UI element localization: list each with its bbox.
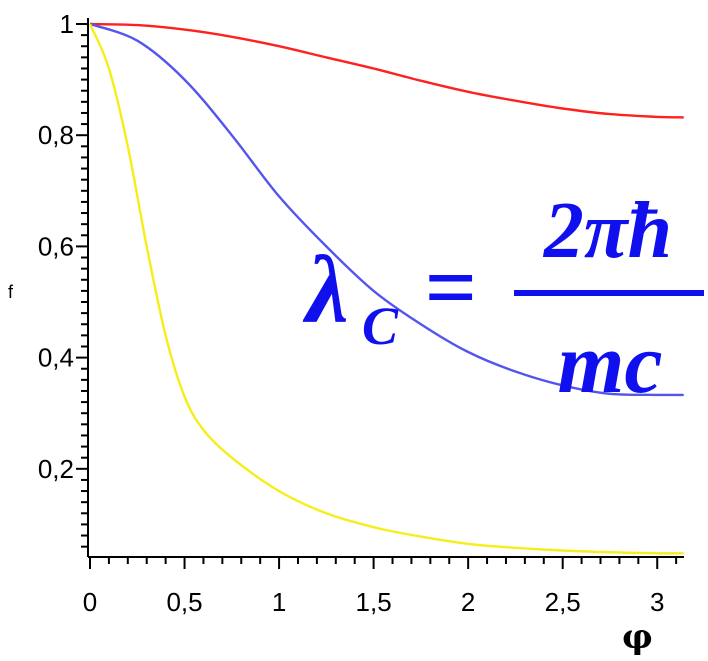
fraction-bar (514, 290, 704, 296)
axes-layer (87, 18, 684, 558)
x-tick-label: 2 (461, 587, 475, 617)
y-tick-label: 0,2 (38, 454, 74, 484)
x-tick-label: 0,5 (166, 587, 202, 617)
y-tick-label: 0,6 (38, 231, 74, 261)
tick-labels-layer: 0 0,5 1 1,5 2 2,5 3 0,2 0,4 0,6 0,8 1 (38, 9, 665, 617)
y-tick-label: 0,8 (38, 120, 74, 150)
formula: λ C = 2πħ mc (302, 187, 704, 411)
x-tick-label: 3 (650, 587, 664, 617)
y-tick-label: 0,4 (38, 343, 74, 373)
formula-equals: = (424, 236, 476, 338)
formula-numerator: 2πħ (543, 187, 672, 275)
formula-lambda: λ (302, 236, 349, 343)
x-tick-label: 1,5 (356, 587, 392, 617)
series-layer (88, 22, 684, 555)
y-tick-label: 1 (60, 9, 74, 39)
x-tick-label: 1 (272, 587, 286, 617)
series-line-2 (89, 22, 684, 397)
x-axis-label: φ (622, 617, 653, 657)
formula-subscript: C (362, 296, 399, 356)
series-line-3 (88, 23, 684, 555)
ticks-layer (76, 23, 678, 569)
series-line-1 (89, 22, 684, 119)
x-tick-label: 0 (83, 587, 97, 617)
x-tick-label: 2,5 (545, 587, 581, 617)
y-axis-label: f (8, 282, 14, 302)
formula-denominator: mc (557, 315, 662, 411)
